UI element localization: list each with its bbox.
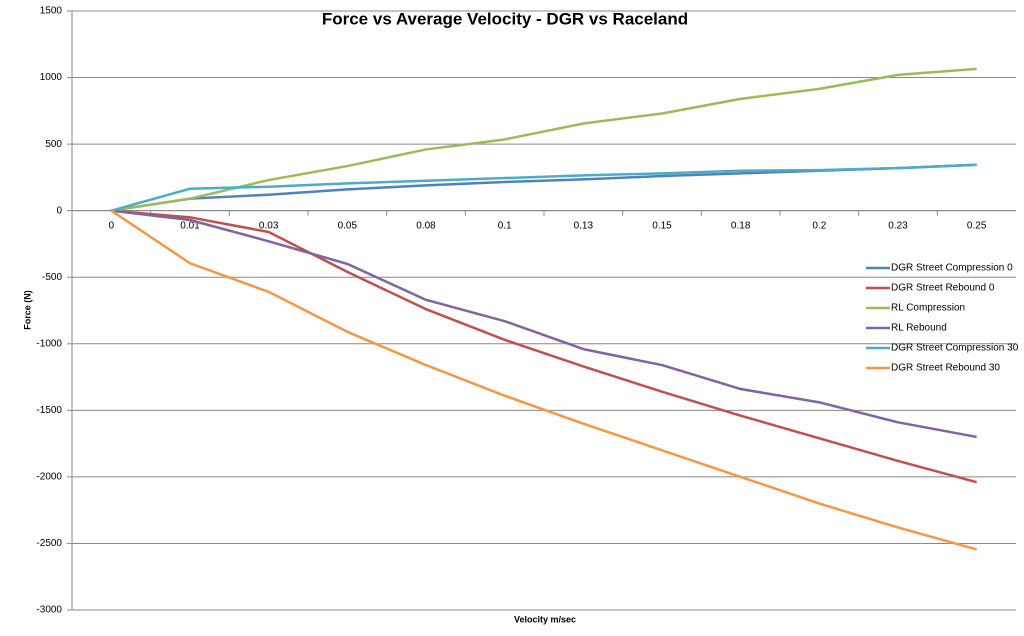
- series-line: [111, 209, 977, 439]
- legend-label: RL Compression: [891, 303, 965, 314]
- x-tick-label: 0: [109, 220, 115, 231]
- y-axis-title: Force (N): [22, 290, 32, 330]
- x-tick-label: 0.23: [888, 220, 908, 231]
- x-tick-label: 0.2: [812, 220, 826, 231]
- y-tick-label: -1000: [36, 338, 62, 349]
- x-tick-label: 0.18: [731, 220, 751, 231]
- series-line: [110, 209, 978, 551]
- y-tick-label: -1500: [36, 405, 62, 416]
- y-tick-label: 500: [45, 139, 62, 150]
- x-axis-title: Velocity m/sec: [514, 614, 576, 624]
- y-tick-label: 0: [56, 205, 62, 216]
- legend-label: DGR Street Compression 30: [891, 343, 1019, 354]
- y-tick-label: -2500: [36, 538, 62, 549]
- x-tick-label: 0.13: [574, 220, 594, 231]
- x-tick-label: 0.01: [180, 220, 200, 231]
- x-tick-label: 0.05: [338, 220, 358, 231]
- legend-label: DGR Street Compression 0: [891, 263, 1013, 274]
- x-tick-label: 0.03: [259, 220, 279, 231]
- series-line: [111, 209, 977, 484]
- y-tick-label: 1000: [40, 72, 63, 83]
- x-tick-label: 0.1: [498, 220, 512, 231]
- y-tick-label: 1500: [40, 6, 63, 17]
- x-tick-label: 0.15: [652, 220, 672, 231]
- y-tick-label: -3000: [36, 605, 62, 616]
- x-tick-label: 0.25: [967, 220, 987, 231]
- series-line: [110, 163, 977, 212]
- legend-label: RL Rebound: [891, 323, 947, 334]
- series-line: [111, 67, 977, 212]
- legend-label: DGR Street Rebound 0: [891, 283, 995, 294]
- y-tick-label: -2000: [36, 472, 62, 483]
- legend-label: DGR Street Rebound 30: [891, 363, 1000, 374]
- y-tick-label: -500: [42, 272, 62, 283]
- chart-title: Force vs Average Velocity - DGR vs Racel…: [322, 9, 688, 28]
- x-tick-label: 0.08: [416, 220, 436, 231]
